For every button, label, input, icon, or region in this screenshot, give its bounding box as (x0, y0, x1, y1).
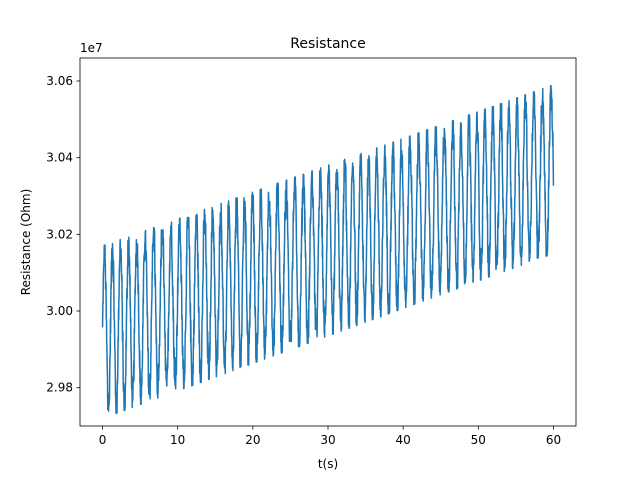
x-tick-label: 0 (99, 433, 107, 447)
y-tick-label: 3.02 (46, 227, 73, 241)
y-tick-label: 3.06 (46, 74, 73, 88)
x-tick-label: 40 (396, 433, 411, 447)
chart-title: Resistance (290, 36, 365, 52)
x-tick-label: 20 (245, 433, 260, 447)
x-tick-label: 60 (546, 433, 561, 447)
ticks-layer: 0 10 20 30 40 50 60 2.98 3.00 3.02 3.04 3.06 (46, 74, 561, 447)
series-line-resistance (101, 84, 555, 415)
x-tick-label: 10 (170, 433, 185, 447)
y-axis-label: Resistance (Ohm) (19, 189, 33, 296)
x-axis-label: t(s) (318, 457, 338, 471)
x-tick-label: 30 (320, 433, 335, 447)
y-tick-label: 3.00 (46, 304, 73, 318)
y-tick-label: 2.98 (46, 381, 73, 395)
x-tick-label: 50 (471, 433, 486, 447)
plot-layer (101, 84, 555, 415)
y-tick-label: 3.04 (46, 151, 73, 165)
y-offset-label: 1e7 (80, 41, 103, 55)
